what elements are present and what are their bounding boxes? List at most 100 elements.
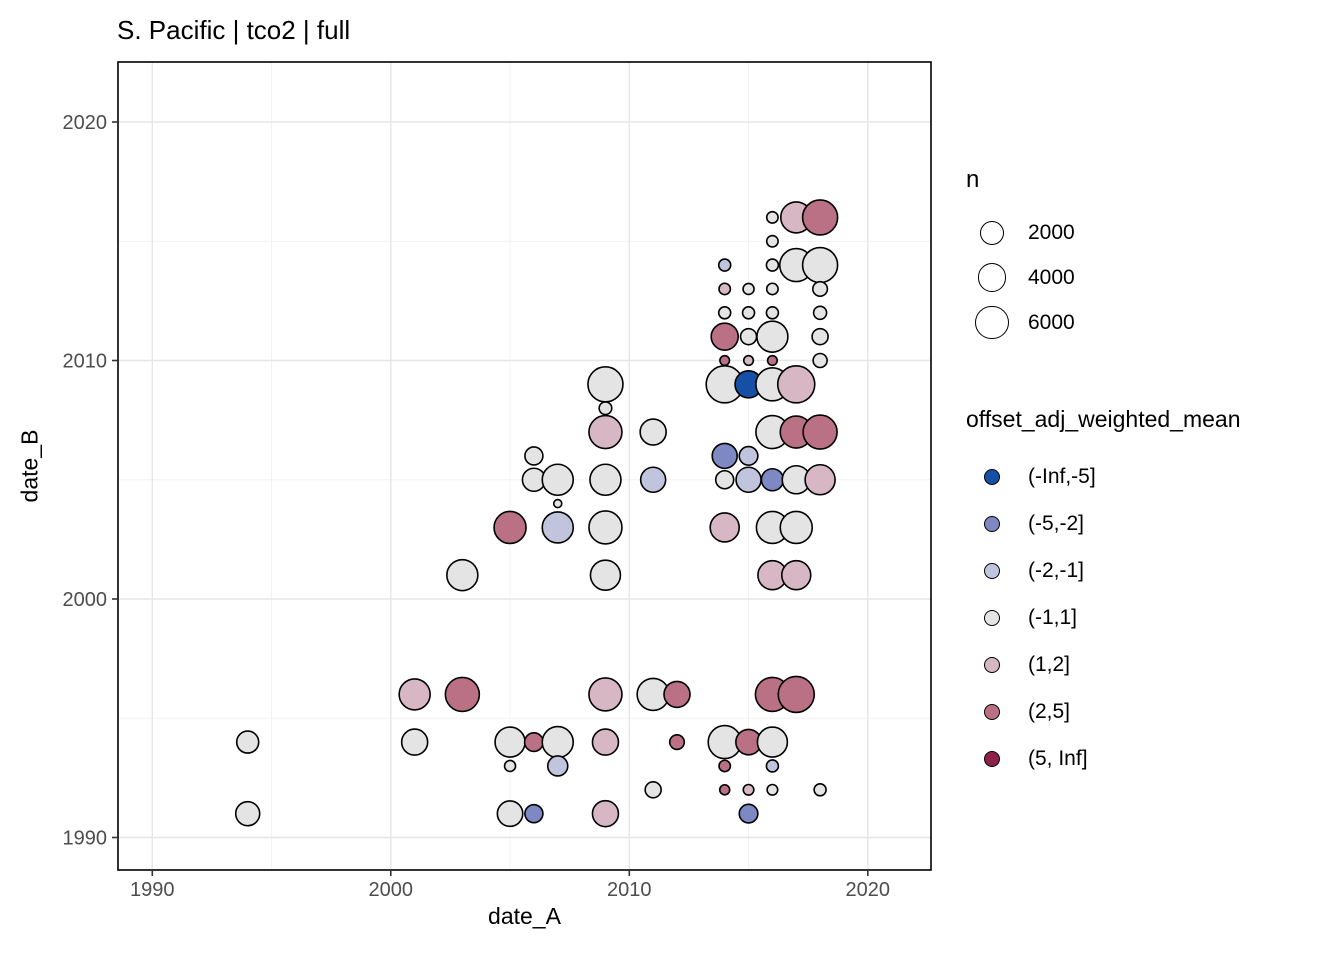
data-point xyxy=(765,759,780,773)
data-point xyxy=(765,305,780,320)
data-point xyxy=(718,759,732,773)
y-tick-label: 1990 xyxy=(63,828,108,850)
size-legend-item: 2000 xyxy=(966,210,1075,255)
x-tick-label: 1990 xyxy=(130,879,175,901)
data-point xyxy=(811,327,829,346)
data-point xyxy=(234,800,261,827)
color-legend-label: (2,5] xyxy=(1028,699,1071,723)
y-axis-title: date_B xyxy=(16,429,43,503)
data-point xyxy=(812,352,828,369)
data-point xyxy=(644,780,662,799)
x-axis-title: date_A xyxy=(488,903,561,929)
data-point xyxy=(756,726,789,758)
data-point xyxy=(444,676,481,713)
y-tick-label: 2000 xyxy=(63,589,108,611)
color-legend-items: (-Inf,-5] (-5,-2] (-2,-1] (-1,1] (1,2] (2,5] (… xyxy=(966,453,1241,782)
data-point xyxy=(718,783,731,796)
data-point xyxy=(588,414,623,450)
data-point xyxy=(710,322,740,351)
color-legend-icon-cell xyxy=(966,468,1018,485)
color-legend-label: (-2,-1] xyxy=(1028,558,1085,582)
data-point xyxy=(776,365,816,404)
data-point xyxy=(588,510,623,545)
color-legend-swatch-icon xyxy=(984,750,1000,767)
data-point xyxy=(766,783,779,796)
size-legend-item: 4000 xyxy=(966,255,1075,300)
data-point xyxy=(801,199,839,236)
color-legend-icon-cell xyxy=(966,750,1018,767)
color-legend-icon-cell xyxy=(966,515,1018,532)
data-point xyxy=(496,800,524,828)
color-legend-swatch-icon xyxy=(984,609,1000,626)
data-point xyxy=(541,463,575,497)
size-legend-icon-cell xyxy=(966,220,1018,245)
data-point xyxy=(742,282,755,296)
data-point xyxy=(588,677,623,712)
data-point xyxy=(779,510,814,545)
size-legend-icon-cell xyxy=(966,263,1018,292)
x-tick-label: 2000 xyxy=(369,879,414,901)
size-legend-label: 2000 xyxy=(1028,220,1075,244)
y-tick-label: 2020 xyxy=(63,112,108,134)
data-point xyxy=(639,466,667,494)
color-legend-icon-cell xyxy=(966,703,1018,720)
color-legend-swatch-icon xyxy=(984,703,1000,720)
data-point xyxy=(811,280,829,298)
color-legend-label: (-Inf,-5] xyxy=(1028,464,1096,488)
data-point xyxy=(735,466,762,494)
panel-border xyxy=(117,61,932,871)
color-legend-item: (2,5] xyxy=(966,688,1241,735)
data-point xyxy=(738,445,759,467)
color-legend-label: (-1,1] xyxy=(1028,605,1078,629)
data-point xyxy=(446,558,479,592)
data-point xyxy=(812,305,828,321)
data-point xyxy=(589,463,622,497)
size-legend-circle-icon xyxy=(980,220,1004,245)
color-legend-label: (1,2] xyxy=(1028,652,1071,676)
data-point xyxy=(714,469,735,490)
color-legend-swatch-icon xyxy=(984,656,1000,673)
color-legend-item: (-2,-1] xyxy=(966,547,1241,594)
color-legend-icon-cell xyxy=(966,562,1018,579)
data-point xyxy=(718,282,732,296)
data-point xyxy=(765,234,779,248)
data-point xyxy=(766,354,779,367)
data-point xyxy=(765,258,780,272)
data-point xyxy=(398,678,431,711)
data-point xyxy=(503,759,517,773)
data-point xyxy=(801,246,839,284)
data-point xyxy=(552,498,563,509)
data-point xyxy=(523,731,545,753)
data-point xyxy=(804,463,836,496)
data-point xyxy=(719,354,731,367)
data-point xyxy=(813,782,827,797)
data-point xyxy=(598,401,613,416)
color-legend: offset_adj_weighted_mean (-Inf,-5] (-5,-2… xyxy=(966,406,1241,782)
data-point xyxy=(709,512,741,543)
data-point xyxy=(780,559,812,591)
data-point xyxy=(760,467,785,492)
data-point xyxy=(541,511,575,544)
color-legend-swatch-icon xyxy=(984,468,1000,485)
data-point xyxy=(400,728,429,756)
size-legend: n 2000 4000 6000 xyxy=(966,166,1075,345)
data-point xyxy=(777,675,816,714)
data-point xyxy=(765,282,779,296)
data-point xyxy=(591,799,620,828)
size-legend-label: 6000 xyxy=(1028,310,1075,334)
color-legend-label: (5, Inf] xyxy=(1028,746,1088,770)
data-point xyxy=(756,320,789,353)
y-tick-label: 2010 xyxy=(63,351,108,373)
data-point xyxy=(235,730,260,754)
color-legend-swatch-icon xyxy=(984,515,1000,532)
color-legend-item: (-5,-2] xyxy=(966,500,1241,547)
color-legend-item: (-1,1] xyxy=(966,594,1241,641)
size-legend-items: 2000 4000 6000 xyxy=(966,210,1075,345)
size-legend-label: 4000 xyxy=(1028,265,1075,289)
x-tick-label: 2010 xyxy=(607,879,652,901)
data-point xyxy=(711,442,739,470)
data-point xyxy=(639,418,667,446)
x-tick-label: 2020 xyxy=(846,879,891,901)
